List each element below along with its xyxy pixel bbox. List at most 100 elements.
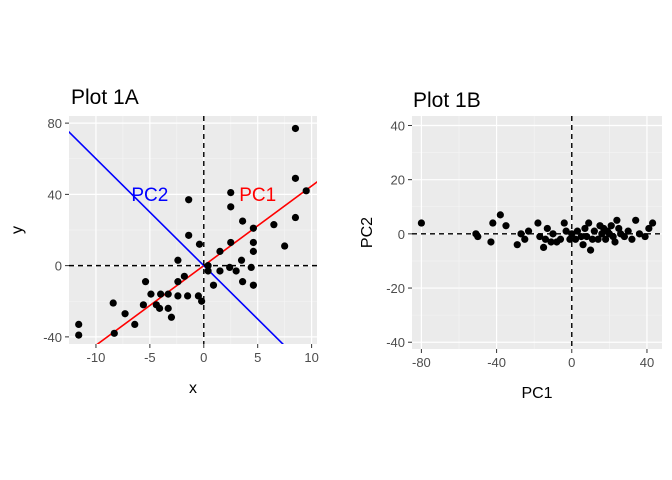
y-tick-label: 40 bbox=[391, 118, 405, 133]
data-point bbox=[157, 290, 165, 298]
data-point bbox=[649, 219, 657, 227]
y-tick-label: 0 bbox=[398, 227, 405, 242]
x-tick-label: -80 bbox=[412, 355, 431, 370]
data-point bbox=[131, 320, 139, 329]
data-point bbox=[184, 292, 192, 300]
data-point bbox=[590, 227, 598, 235]
x-tick-label: 10 bbox=[304, 350, 318, 365]
y-tick-label: 0 bbox=[55, 259, 62, 274]
data-point bbox=[628, 235, 636, 243]
data-point bbox=[521, 235, 529, 243]
data-point bbox=[562, 227, 570, 235]
data-point bbox=[598, 230, 606, 238]
data-point bbox=[164, 304, 172, 312]
data-point bbox=[180, 272, 188, 280]
annotation-pc2: PC2 bbox=[131, 185, 168, 206]
data-point bbox=[549, 230, 557, 238]
data-point bbox=[585, 219, 593, 227]
data-point bbox=[110, 329, 118, 337]
x-axis-title: PC1 bbox=[521, 385, 552, 402]
data-point bbox=[579, 241, 587, 249]
plot-1a: PC1 PC2 -10 -5 0 5 10 -40 0 40 80 x y Plot 1A bbox=[9, 86, 319, 397]
x-tick-label: -5 bbox=[144, 350, 156, 365]
data-point bbox=[586, 246, 595, 254]
data-point bbox=[167, 313, 176, 321]
data-point bbox=[566, 235, 574, 243]
data-point bbox=[487, 238, 495, 246]
y-axis-title: y bbox=[9, 226, 26, 234]
data-point bbox=[291, 124, 300, 133]
data-point bbox=[609, 232, 617, 241]
data-point bbox=[141, 278, 150, 286]
data-point bbox=[195, 240, 204, 248]
data-point bbox=[291, 174, 300, 182]
x-tick-label: -10 bbox=[87, 350, 106, 365]
data-point bbox=[155, 304, 164, 312]
data-point bbox=[607, 222, 615, 230]
x-tick-label: 40 bbox=[640, 355, 654, 370]
plot-area bbox=[412, 116, 662, 349]
data-point bbox=[249, 238, 257, 247]
x-tick-label: 5 bbox=[254, 350, 261, 365]
data-point bbox=[568, 230, 576, 238]
data-point bbox=[209, 281, 218, 289]
data-point bbox=[216, 267, 224, 275]
data-point bbox=[602, 235, 610, 243]
data-point bbox=[247, 263, 255, 272]
data-point bbox=[573, 227, 582, 235]
data-point bbox=[249, 281, 257, 289]
data-point bbox=[539, 243, 548, 252]
data-point bbox=[204, 262, 212, 270]
data-point bbox=[302, 187, 310, 195]
data-point bbox=[239, 217, 247, 225]
y-tick-label: 80 bbox=[48, 116, 62, 131]
data-point bbox=[620, 232, 629, 241]
data-point bbox=[613, 216, 621, 224]
data-point bbox=[594, 235, 602, 243]
data-point bbox=[588, 235, 597, 243]
data-point bbox=[615, 224, 623, 233]
data-point bbox=[534, 219, 542, 227]
data-point bbox=[174, 278, 182, 286]
x-tick-label: -40 bbox=[487, 355, 506, 370]
y-tick-label: -40 bbox=[43, 330, 62, 345]
data-point bbox=[227, 188, 235, 197]
x-axis-title: x bbox=[189, 380, 197, 397]
data-point bbox=[547, 238, 555, 246]
data-point bbox=[121, 310, 129, 318]
data-point bbox=[583, 232, 591, 241]
data-point bbox=[556, 235, 565, 243]
data-point bbox=[543, 224, 551, 233]
line-pc2 bbox=[69, 130, 284, 344]
data-point bbox=[270, 221, 278, 229]
data-point bbox=[185, 196, 193, 204]
data-point bbox=[581, 224, 589, 233]
data-point bbox=[517, 230, 525, 238]
data-point bbox=[239, 278, 247, 286]
data-point bbox=[174, 256, 182, 264]
data-point bbox=[227, 238, 235, 247]
data-point bbox=[216, 247, 224, 255]
data-point bbox=[139, 301, 147, 309]
data-point bbox=[185, 231, 193, 239]
data-point bbox=[513, 241, 521, 249]
plot-title: Plot 1B bbox=[413, 89, 481, 112]
data-point bbox=[524, 227, 533, 235]
data-point bbox=[75, 331, 83, 339]
y-tick-label: 20 bbox=[391, 173, 405, 188]
y-tick-label: -20 bbox=[386, 281, 405, 296]
data-point bbox=[226, 263, 234, 272]
data-point bbox=[536, 232, 544, 241]
data-point bbox=[632, 216, 640, 224]
data-point bbox=[227, 203, 235, 211]
plot-area bbox=[69, 116, 317, 344]
line-pc1 bbox=[96, 181, 317, 344]
y-axis-title: PC2 bbox=[359, 217, 376, 248]
data-point bbox=[174, 292, 182, 300]
plot-title: Plot 1A bbox=[71, 86, 139, 109]
data-point bbox=[624, 227, 632, 235]
data-point bbox=[194, 292, 202, 300]
data-point bbox=[198, 297, 206, 305]
data-point bbox=[281, 242, 289, 250]
